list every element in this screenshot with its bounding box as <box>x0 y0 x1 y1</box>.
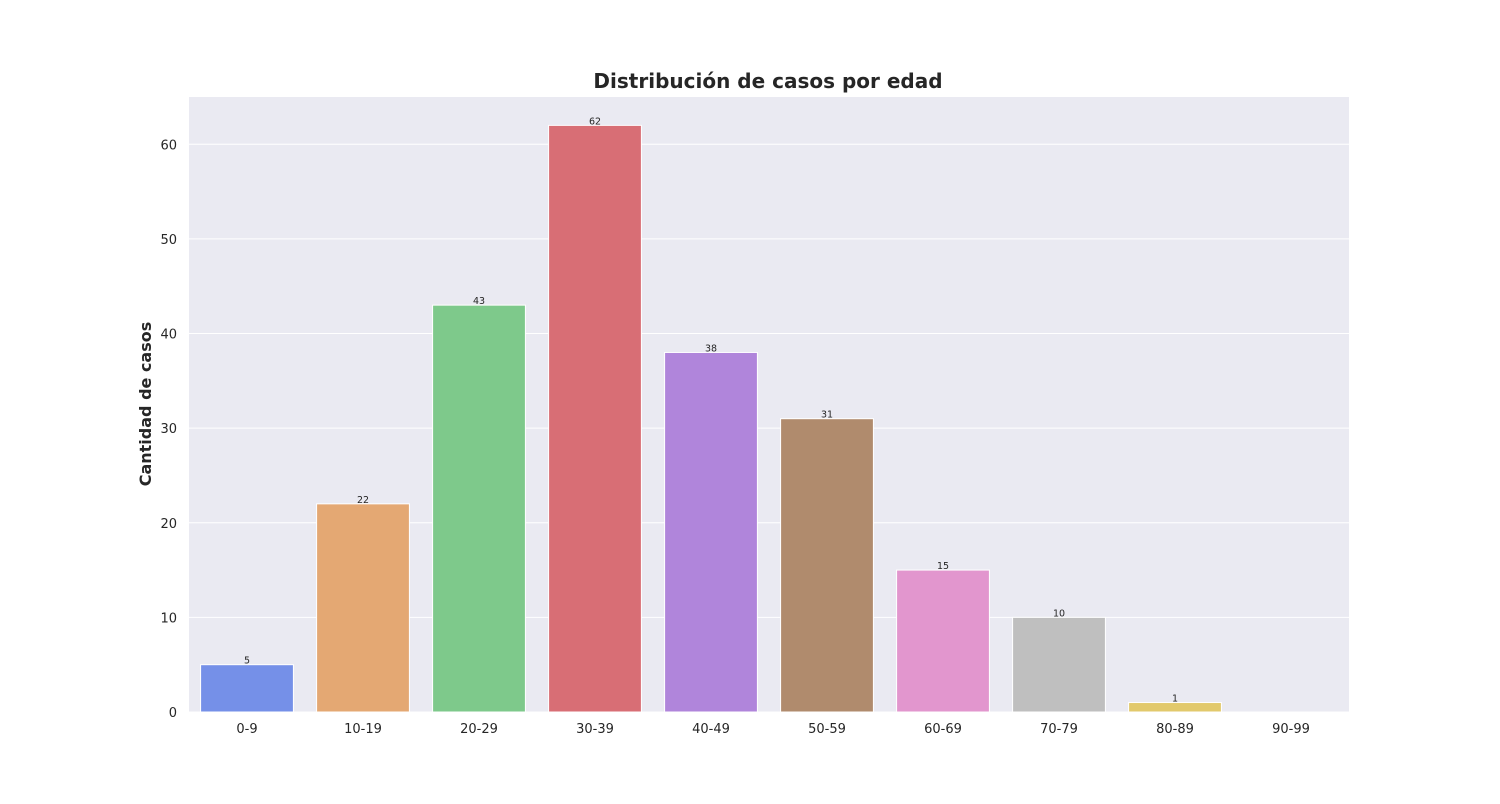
data-label-20-29: 43 <box>473 296 485 307</box>
bar-60-69 <box>896 569 990 713</box>
y-tick-label: 0 <box>169 706 177 721</box>
y-tick-label: 60 <box>160 138 177 153</box>
data-label-80-89: 1 <box>1172 694 1178 705</box>
bar-0-9 <box>200 664 294 713</box>
x-tick-label: 60-69 <box>924 722 962 737</box>
x-tick-label: 10-19 <box>344 722 382 737</box>
x-tick-label: 20-29 <box>460 722 498 737</box>
data-label-40-49: 38 <box>705 343 717 354</box>
bar-20-29 <box>432 304 526 713</box>
y-tick-label: 30 <box>160 422 177 437</box>
data-labels: 5 22 43 62 38 31 15 10 1 <box>244 116 1178 704</box>
data-label-0-9: 5 <box>244 656 250 667</box>
x-tick-label: 90-99 <box>1272 722 1310 737</box>
bar-80-89 <box>1128 702 1222 713</box>
data-label-70-79: 10 <box>1053 608 1065 619</box>
y-tick-label: 20 <box>160 517 177 532</box>
x-tick-label: 40-49 <box>692 722 730 737</box>
x-tick-label: 50-59 <box>808 722 846 737</box>
data-label-10-19: 22 <box>357 495 369 506</box>
bar-10-19 <box>316 503 410 713</box>
x-tick-label: 0-9 <box>236 722 257 737</box>
y-axis-ticks: 0 10 20 30 40 50 60 <box>160 138 177 721</box>
y-tick-label: 10 <box>160 611 177 626</box>
bar-70-79 <box>1012 616 1106 713</box>
x-axis-ticks: 0-9 10-19 20-29 30-39 40-49 50-59 60-69 70-79 80… <box>236 722 1310 737</box>
bar-40-49 <box>664 351 758 713</box>
data-label-30-39: 62 <box>589 116 601 127</box>
data-label-50-59: 31 <box>821 410 833 421</box>
bars <box>200 124 1222 713</box>
chart-title: Distribución de casos por edad <box>593 69 942 93</box>
data-label-60-69: 15 <box>937 561 949 572</box>
y-axis-label: Cantidad de casos <box>136 322 155 487</box>
y-tick-label: 40 <box>160 328 177 343</box>
x-tick-label: 70-79 <box>1040 722 1078 737</box>
bar-30-39 <box>548 124 642 713</box>
y-tick-label: 50 <box>160 233 177 248</box>
bar-50-59 <box>780 418 874 713</box>
x-tick-label: 30-39 <box>576 722 614 737</box>
x-tick-label: 80-89 <box>1156 722 1194 737</box>
